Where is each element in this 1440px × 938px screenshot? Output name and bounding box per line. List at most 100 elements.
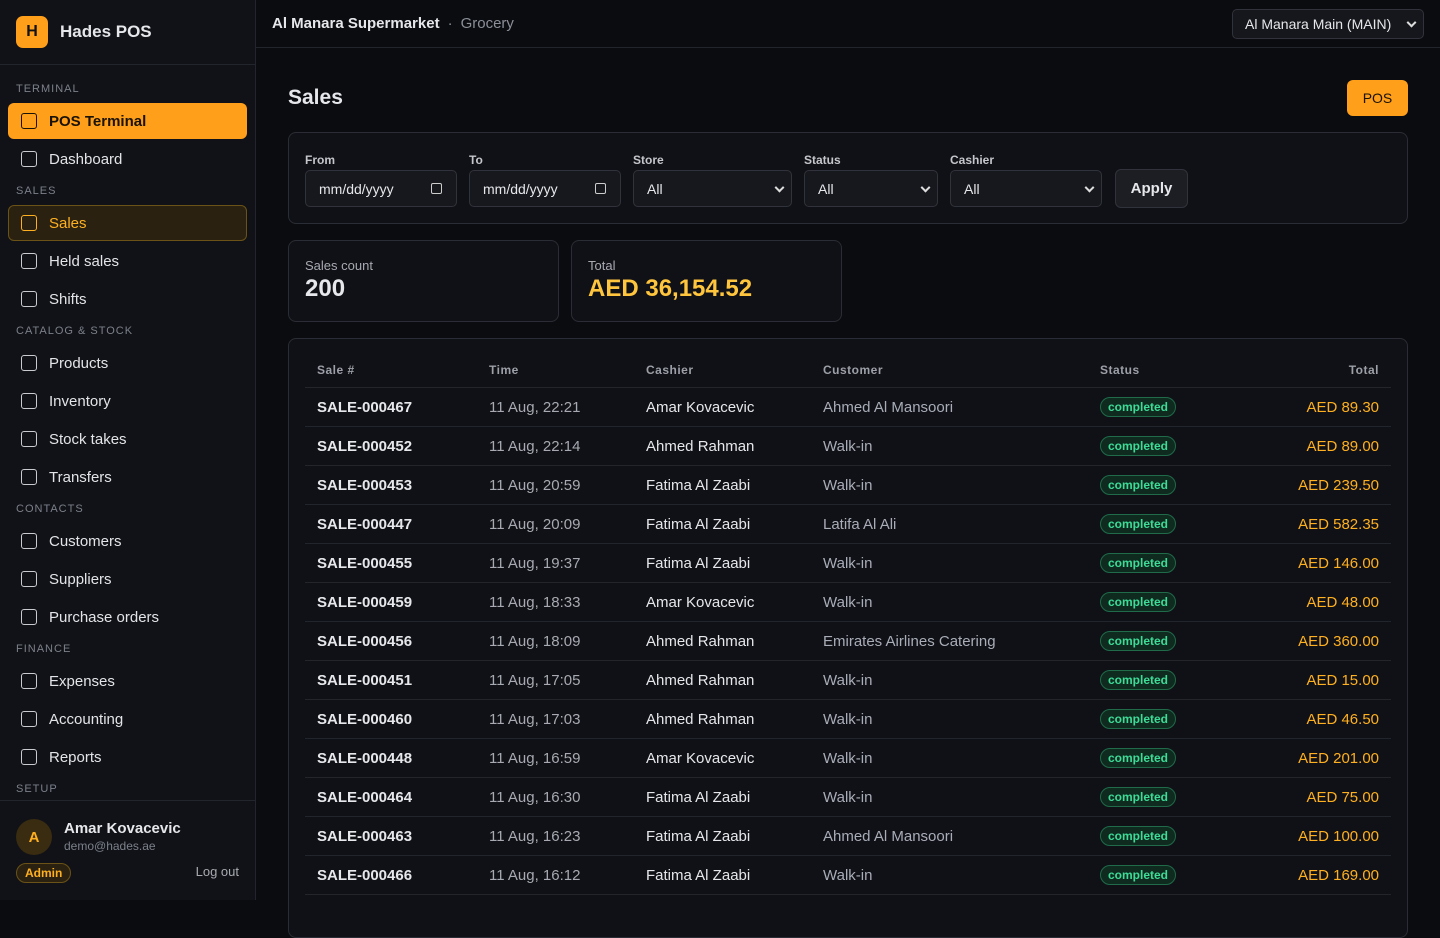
- status-cell: completed: [1100, 865, 1250, 885]
- column-header: Customer: [823, 363, 884, 377]
- table-row[interactable]: SALE-000460 11 Aug, 17:03 Ahmed Rahman Walk…: [305, 700, 1391, 739]
- nav-icon: [21, 253, 37, 269]
- customer: Walk-in: [823, 788, 873, 806]
- nav-item[interactable]: Reports: [8, 739, 247, 775]
- sidebar: H Hades POS TERMINAL POS Terminal Dashboar…: [0, 0, 256, 900]
- status-badge: completed: [1100, 709, 1177, 729]
- stat-card: Total AED 36,154.52: [571, 240, 842, 322]
- filter-card: From mm/dd/yyyy To mm/dd/yyyy Store All …: [288, 132, 1408, 224]
- nav-item[interactable]: POS Terminal: [8, 103, 247, 139]
- nav-label: Products: [49, 354, 109, 372]
- table-row[interactable]: SALE-000459 11 Aug, 18:33 Amar Kovacevic Wa…: [305, 583, 1391, 622]
- date-input[interactable]: mm/dd/yyyy: [469, 170, 621, 207]
- status-cell: completed: [1100, 514, 1250, 534]
- nav: TERMINAL POS Terminal Dashboard SALES Sales H…: [0, 65, 255, 800]
- select-value: All: [647, 181, 663, 197]
- status-badge: completed: [1100, 748, 1177, 768]
- sale-number: SALE-000459: [317, 593, 413, 611]
- customer: Walk-in: [823, 437, 873, 455]
- store-select[interactable]: Al Manara Main (MAIN): [1232, 9, 1424, 39]
- status-badge: completed: [1100, 826, 1177, 846]
- table-row[interactable]: SALE-000464 11 Aug, 16:30 Fatima Al Zaabi W…: [305, 778, 1391, 817]
- status-badge: completed: [1100, 631, 1177, 651]
- nav-item[interactable]: Purchase orders: [8, 599, 247, 635]
- select[interactable]: All: [633, 170, 792, 207]
- column-header: Time: [489, 363, 519, 377]
- cashier: Ahmed Rahman: [646, 437, 755, 455]
- cashier: Amar Kovacevic: [646, 398, 755, 416]
- time: 11 Aug, 16:59: [489, 749, 581, 767]
- stat-label: Sales count: [305, 258, 373, 273]
- date-input[interactable]: mm/dd/yyyy: [305, 170, 457, 207]
- nav-item[interactable]: Transfers: [8, 459, 247, 495]
- apply-button[interactable]: Apply: [1115, 169, 1188, 208]
- time: 11 Aug, 22:21: [489, 398, 581, 416]
- nav-item[interactable]: Held sales: [8, 243, 247, 279]
- separator: ·: [447, 15, 453, 32]
- cashier: Amar Kovacevic: [646, 593, 755, 611]
- nav-item[interactable]: Dashboard: [8, 141, 247, 177]
- nav-label: Sales: [49, 214, 87, 232]
- nav-item[interactable]: Accounting: [8, 701, 247, 737]
- total: AED 89.30: [1306, 398, 1379, 416]
- chevron: [1406, 17, 1417, 28]
- nav-item[interactable]: Customers: [8, 523, 247, 559]
- customer: Walk-in: [823, 593, 873, 611]
- pos-button[interactable]: POS: [1347, 80, 1408, 116]
- nav-section-label: SETUP: [16, 783, 58, 795]
- avatar: A: [16, 819, 52, 855]
- total: AED 48.00: [1306, 593, 1379, 611]
- time: 11 Aug, 22:14: [489, 437, 581, 455]
- chevron: [920, 182, 931, 193]
- sale-number: SALE-000467: [317, 398, 413, 416]
- table-row[interactable]: SALE-000466 11 Aug, 16:12 Fatima Al Zaabi W…: [305, 856, 1391, 895]
- nav-item[interactable]: Shifts: [8, 281, 247, 317]
- cashier: Ahmed Rahman: [646, 632, 755, 650]
- total: AED 169.00: [1298, 866, 1379, 884]
- nav-section-label: TERMINAL: [16, 83, 80, 95]
- stat-value: 200: [305, 275, 346, 302]
- nav-icon: [21, 113, 37, 129]
- customer: Ahmed Al Mansoori: [823, 398, 954, 416]
- table-row[interactable]: SALE-000453 11 Aug, 20:59 Fatima Al Zaabi W…: [305, 466, 1391, 505]
- nav-item[interactable]: Stock takes: [8, 421, 247, 457]
- chevron: [1084, 182, 1095, 193]
- total: AED 239.50: [1298, 476, 1379, 494]
- table-row[interactable]: SALE-000451 11 Aug, 17:05 Ahmed Rahman Walk…: [305, 661, 1391, 700]
- cashier: Ahmed Rahman: [646, 671, 755, 689]
- time: 11 Aug, 20:59: [489, 476, 581, 494]
- select[interactable]: All: [950, 170, 1102, 207]
- time: 11 Aug, 19:37: [489, 554, 581, 572]
- nav-icon: [21, 291, 37, 307]
- total: AED 15.00: [1306, 671, 1379, 689]
- table-row[interactable]: SALE-000452 11 Aug, 22:14 Ahmed Rahman Walk…: [305, 427, 1391, 466]
- nav-icon: [21, 469, 37, 485]
- sale-number: SALE-000460: [317, 710, 413, 728]
- nav-item[interactable]: Products: [8, 345, 247, 381]
- sale-number: SALE-000448: [317, 749, 413, 767]
- table-row[interactable]: SALE-000467 11 Aug, 22:21 Amar Kovacevic Ah…: [305, 388, 1391, 427]
- brand: H Hades POS: [0, 0, 255, 65]
- logout[interactable]: Log out: [195, 864, 239, 879]
- user-email: demo@hades.ae: [64, 839, 156, 853]
- customer: Latifa Al Ali: [823, 515, 897, 533]
- nav-item[interactable]: Suppliers: [8, 561, 247, 597]
- table-row[interactable]: SALE-000455 11 Aug, 19:37 Fatima Al Zaabi W…: [305, 544, 1391, 583]
- table-row[interactable]: SALE-000447 11 Aug, 20:09 Fatima Al Zaabi L…: [305, 505, 1391, 544]
- business-name: Al Manara Supermarket: [272, 15, 440, 32]
- table-row[interactable]: SALE-000463 11 Aug, 16:23 Fatima Al Zaabi A…: [305, 817, 1391, 856]
- nav-item[interactable]: Expenses: [8, 663, 247, 699]
- time: 11 Aug, 16:23: [489, 827, 581, 845]
- select[interactable]: All: [804, 170, 938, 207]
- filter-label: From: [305, 153, 335, 167]
- nav-item[interactable]: Sales: [8, 205, 247, 241]
- table-row[interactable]: SALE-000448 11 Aug, 16:59 Amar Kovacevic Wa…: [305, 739, 1391, 778]
- time: 11 Aug, 18:33: [489, 593, 581, 611]
- stat-label: Total: [588, 258, 616, 273]
- status-badge: completed: [1100, 592, 1177, 612]
- cashier: Fatima Al Zaabi: [646, 788, 751, 806]
- table-row[interactable]: SALE-000456 11 Aug, 18:09 Ahmed Rahman Emir…: [305, 622, 1391, 661]
- sale-number: SALE-000451: [317, 671, 413, 689]
- nav-item[interactable]: Inventory: [8, 383, 247, 419]
